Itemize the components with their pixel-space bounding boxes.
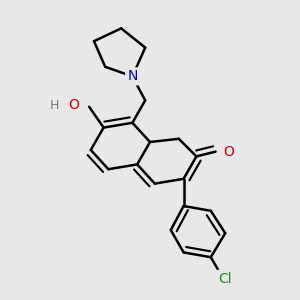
Text: N: N xyxy=(127,69,138,83)
Text: O: O xyxy=(224,145,235,159)
Text: Cl: Cl xyxy=(218,272,232,286)
Text: H: H xyxy=(50,99,59,112)
Text: O: O xyxy=(69,98,80,112)
